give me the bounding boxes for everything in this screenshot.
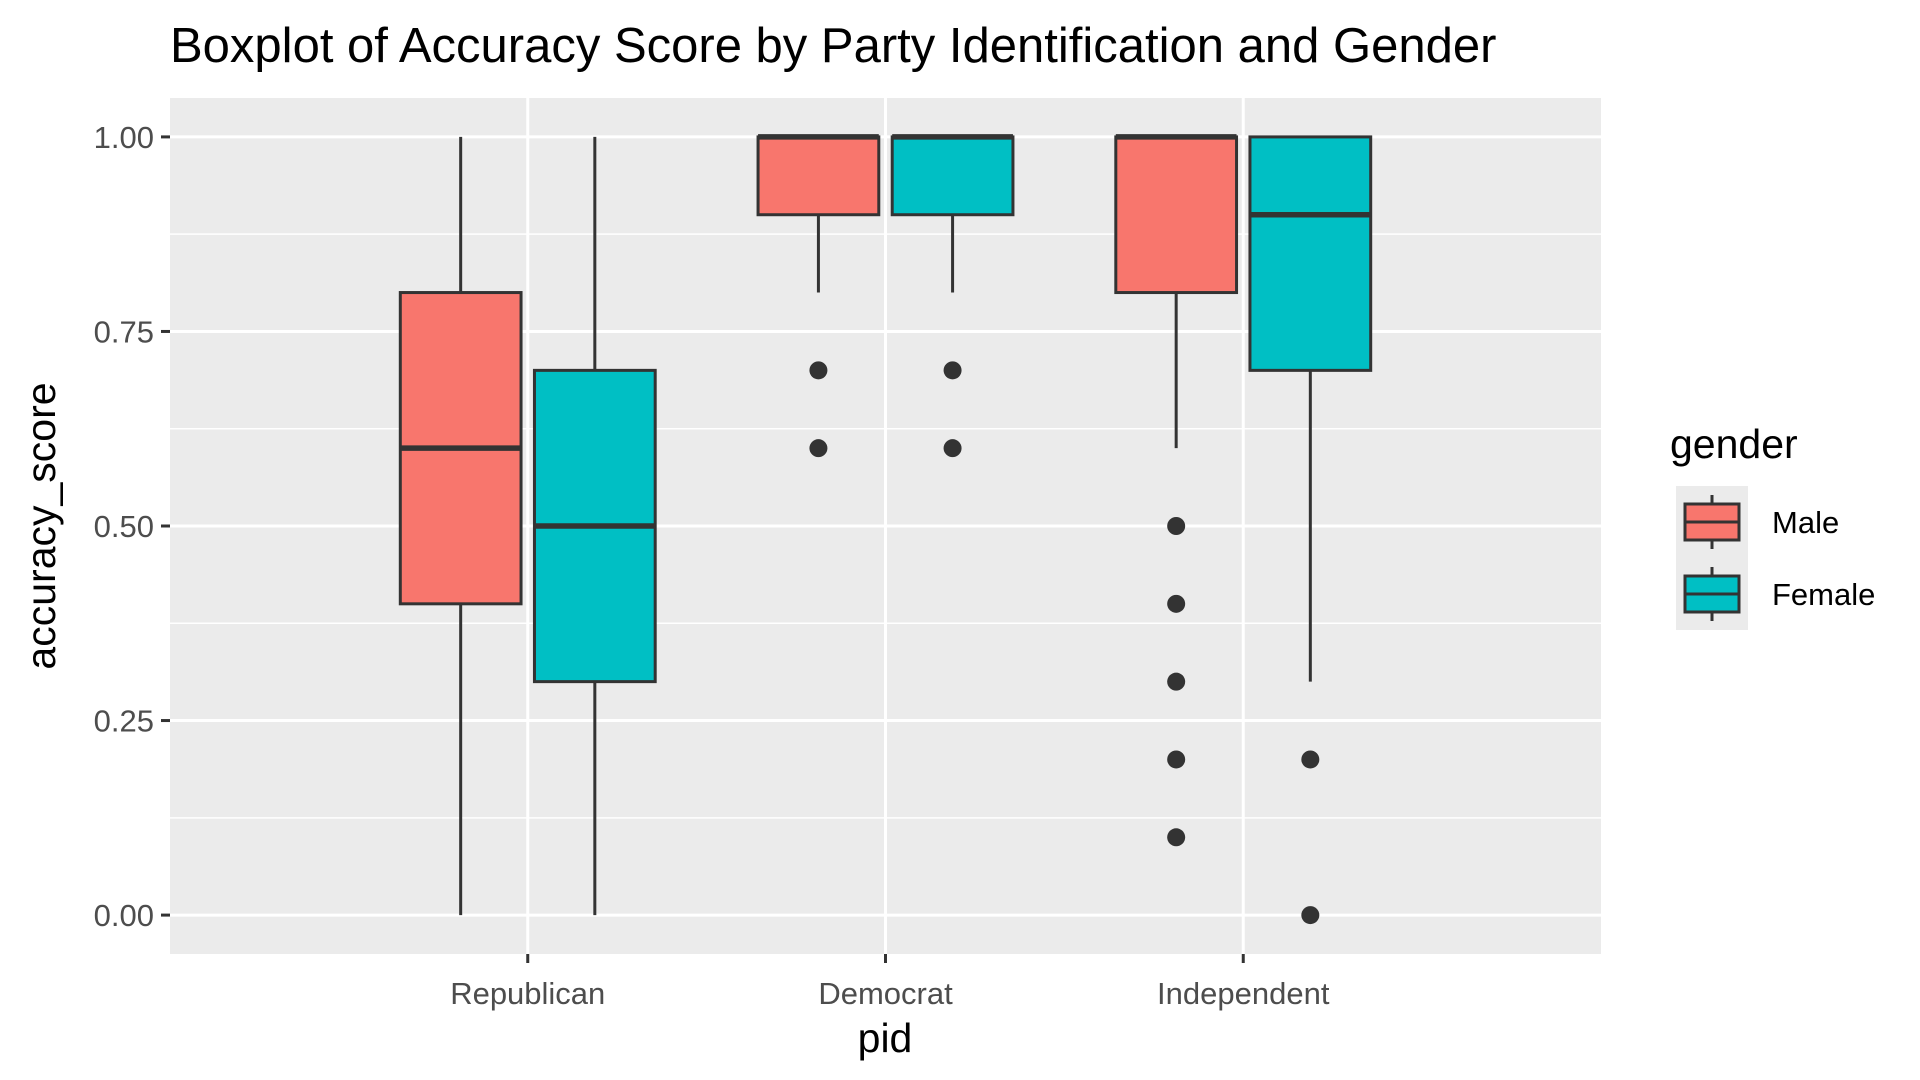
outlier-point [1167,672,1186,691]
y-axis-title: accuracy_score [18,382,64,669]
x-tick-label: Republican [450,976,605,1011]
box-iqr [890,135,1015,217]
legend-entry-male: Male [1683,495,1839,549]
legend-title: gender [1670,421,1798,467]
outlier-point [809,439,828,458]
legend-entry-female: Female [1683,567,1875,621]
box-female-independent [1248,135,1373,925]
outlier-point [1167,594,1186,613]
y-tick-label: 0.50 [94,509,154,544]
outlier-point [809,361,828,380]
box-female-democrat [890,134,1015,458]
y-tick-label: 0.75 [94,314,154,349]
box-female-republican [532,136,657,916]
x-tick-label: Independent [1157,976,1330,1011]
y-tick-label: 0.25 [94,704,154,739]
x-tick-label: Democrat [818,976,953,1011]
box-male-democrat [756,134,881,458]
chart-title: Boxplot of Accuracy Score by Party Ident… [170,19,1496,73]
outlier-point [1167,828,1186,847]
outlier-point [1167,517,1186,535]
outlier-point [1301,906,1320,925]
y-tick-label: 0.00 [94,898,154,933]
x-axis: Republican Democrat Independent [450,954,1330,1011]
box-iqr [756,135,881,217]
outlier-point [1301,750,1320,769]
legend: gender Male Female [1670,421,1875,630]
y-axis: 0.00 0.25 0.50 0.75 1.00 [94,120,170,933]
box-male-independent [1114,134,1239,847]
box-iqr [1248,135,1373,372]
legend-label: Male [1772,505,1839,540]
box-male-republican [398,136,523,916]
outlier-point [943,361,962,380]
outlier-point [1167,750,1186,769]
y-tick-label: 1.00 [94,120,154,155]
box-iqr [1114,135,1239,295]
boxes [398,134,1373,925]
legend-label: Female [1772,577,1875,612]
x-axis-title: pid [858,1015,913,1061]
outlier-point [943,439,962,458]
